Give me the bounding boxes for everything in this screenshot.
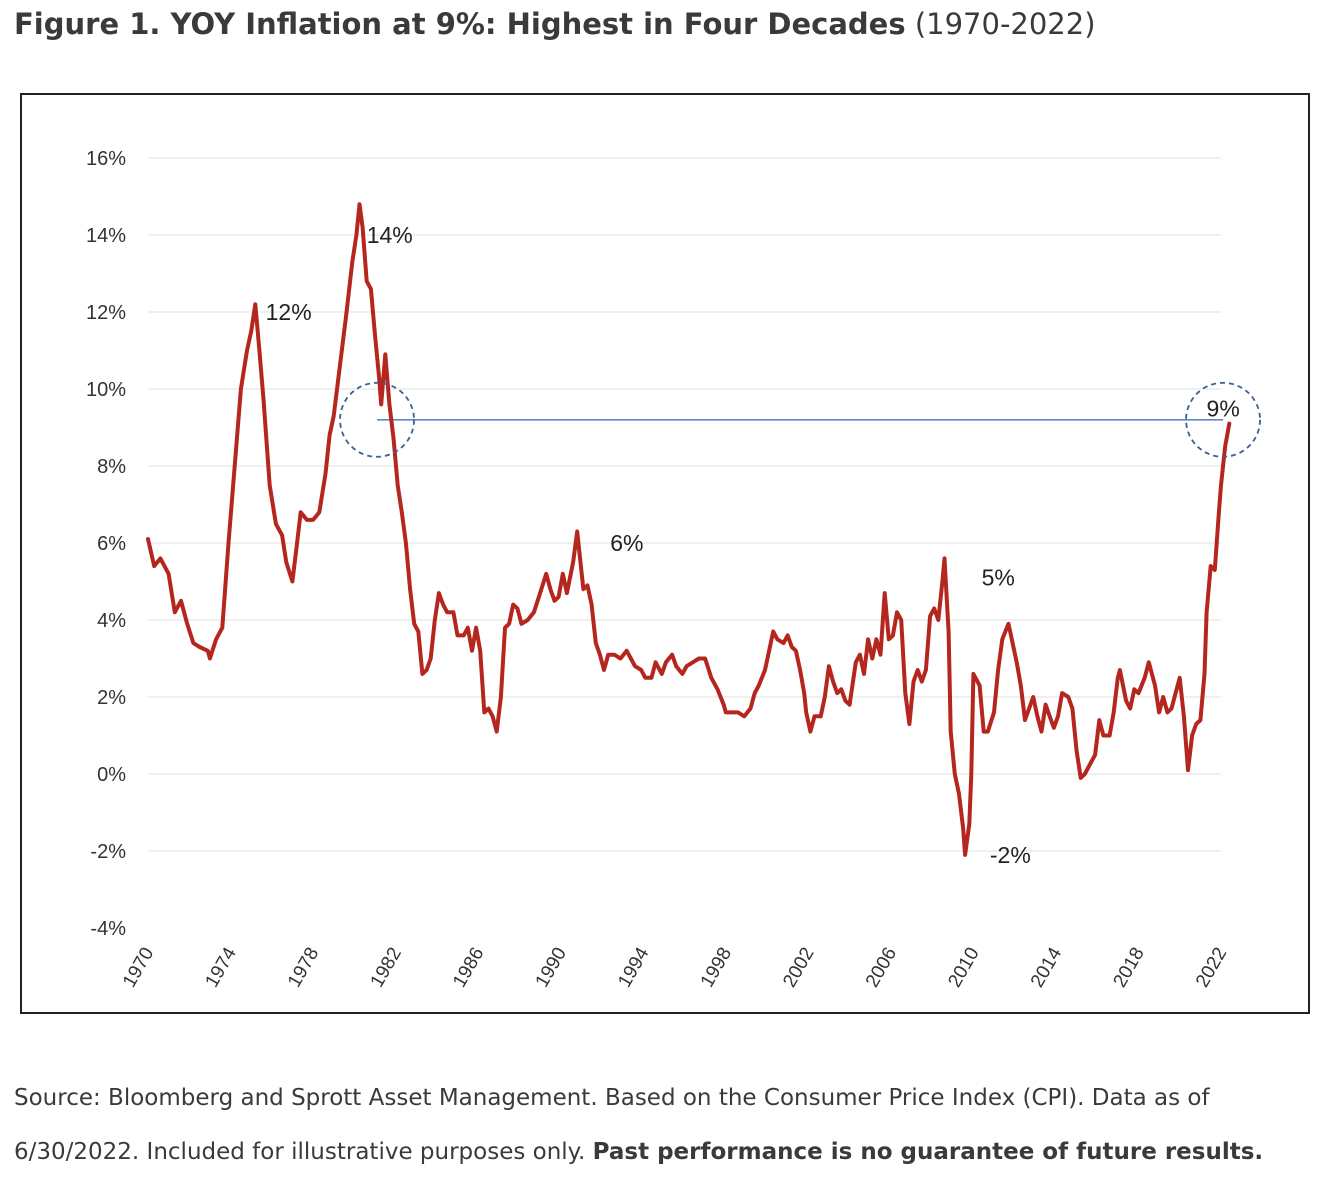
y-tick-label: 12%: [86, 302, 126, 324]
x-tick-label: 1974: [202, 944, 242, 991]
x-tick-label: 1978: [284, 944, 323, 991]
y-tick-label: 2%: [97, 687, 126, 709]
series-group: [146, 202, 1232, 857]
chart-frame: [20, 93, 1310, 1014]
y-tick-label: 4%: [97, 610, 126, 632]
data-label: 14%: [367, 222, 413, 248]
grid-lines: [148, 157, 1221, 852]
x-tick-label: 2002: [779, 944, 818, 991]
y-tick-label: 0%: [97, 764, 126, 786]
x-tick-label: 2018: [1109, 944, 1148, 991]
data-label: 9%: [1207, 395, 1240, 421]
data-label: 5%: [982, 565, 1015, 591]
y-axis-ticks: 16% 14% 12% 10% 8% 6% 4% 2% 0% -2% -4%: [86, 148, 126, 940]
source-disclaimer: Past performance is no guarantee of futu…: [592, 1139, 1264, 1165]
figure-title-main: Figure 1. YOY Inflation at 9%: Highest i…: [14, 7, 906, 41]
data-label: 12%: [266, 299, 312, 325]
x-tick-label: 1994: [614, 944, 654, 991]
annotations: 14% 12% 6% 5% -2% 9%: [266, 222, 1240, 868]
x-tick-label: 1990: [532, 944, 571, 991]
x-tick-label: 1998: [697, 944, 736, 991]
figure-title: Figure 1. YOY Inflation at 9%: Highest i…: [14, 4, 1096, 44]
x-tick-label: 2006: [862, 944, 901, 991]
highlight-circle: [339, 381, 415, 458]
figure-title-range: (1970-2022): [914, 7, 1096, 41]
data-label: -2%: [990, 842, 1031, 868]
x-tick-label: 2022: [1192, 944, 1231, 991]
x-tick-label: 1986: [449, 944, 488, 991]
source-note: Source: Bloomberg and Sprott Asset Manag…: [14, 1071, 1314, 1179]
y-tick-label: 8%: [97, 456, 126, 478]
y-tick-label: -4%: [90, 918, 126, 940]
y-tick-label: 10%: [86, 379, 126, 401]
y-tick-label: 14%: [86, 225, 126, 247]
highlight-circle: [1185, 381, 1261, 458]
x-axis-ticks: 1970 1974 1978 1982 1986 1990 1994 1998 2002 2006…: [119, 944, 1231, 991]
y-tick-label: -2%: [90, 841, 126, 863]
data-label: 6%: [610, 530, 643, 556]
cpi-inflation-series-line: [146, 202, 1232, 857]
x-tick-label: 2010: [944, 944, 983, 991]
highlight-circles: [339, 381, 1261, 458]
source-text: Source: Bloomberg and Sprott Asset Manag…: [14, 1085, 1210, 1165]
y-tick-label: 16%: [86, 148, 126, 170]
y-tick-label: 6%: [97, 533, 126, 555]
x-tick-label: 2014: [1027, 944, 1067, 991]
x-tick-label: 1970: [119, 944, 158, 991]
x-tick-label: 1982: [367, 944, 406, 991]
